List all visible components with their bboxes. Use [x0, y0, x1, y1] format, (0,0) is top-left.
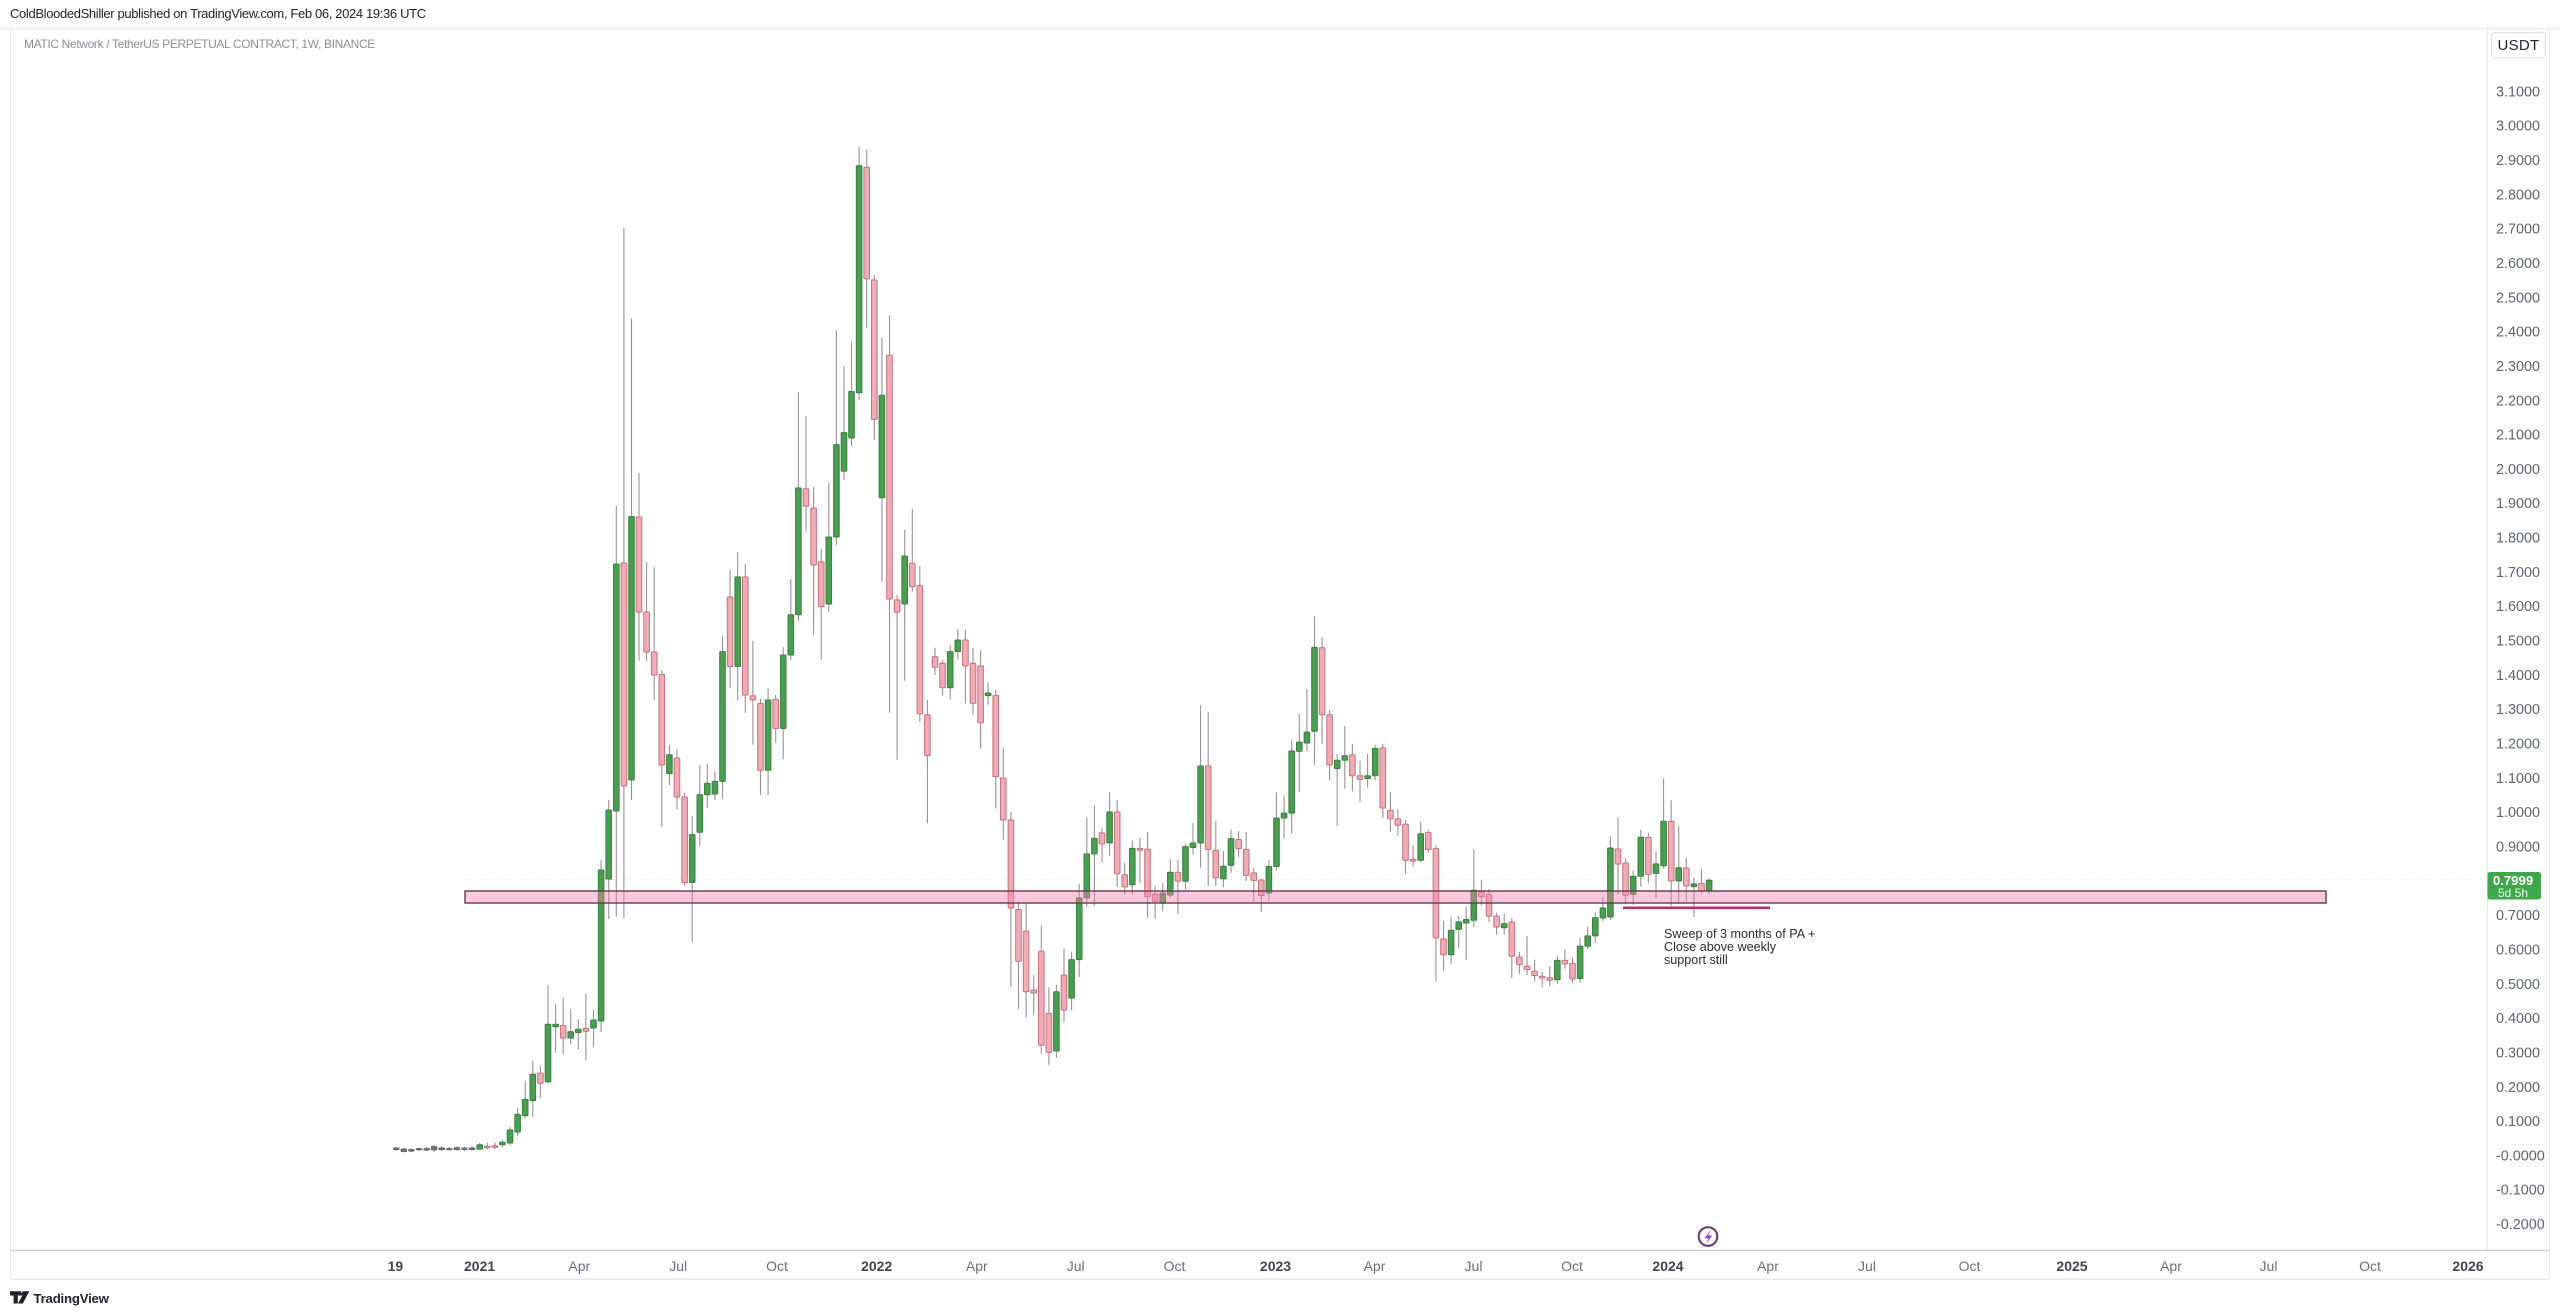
svg-text:1.5000: 1.5000 — [2496, 634, 2540, 650]
svg-text:2.6000: 2.6000 — [2496, 256, 2540, 272]
svg-text:2.4000: 2.4000 — [2496, 325, 2540, 341]
svg-text:2.1000: 2.1000 — [2496, 428, 2540, 444]
svg-text:2025: 2025 — [2056, 1258, 2087, 1274]
svg-text:3.0000: 3.0000 — [2496, 119, 2540, 135]
svg-text:19: 19 — [388, 1258, 404, 1274]
svg-text:2021: 2021 — [464, 1258, 495, 1274]
svg-text:Jul: Jul — [669, 1258, 687, 1274]
svg-text:2.3000: 2.3000 — [2496, 359, 2540, 375]
svg-text:2.7000: 2.7000 — [2496, 222, 2540, 238]
svg-text:1.0000: 1.0000 — [2496, 805, 2540, 821]
svg-text:2022: 2022 — [861, 1258, 892, 1274]
svg-text:1.8000: 1.8000 — [2496, 531, 2540, 547]
svg-text:0.5000: 0.5000 — [2496, 977, 2540, 993]
svg-text:0.2000: 0.2000 — [2496, 1080, 2540, 1096]
svg-text:Oct: Oct — [1561, 1258, 1583, 1274]
svg-text:2.8000: 2.8000 — [2496, 187, 2540, 203]
svg-text:Jul: Jul — [1465, 1258, 1483, 1274]
svg-text:Apr: Apr — [966, 1258, 988, 1274]
svg-text:Jul: Jul — [2260, 1258, 2278, 1274]
svg-text:2023: 2023 — [1260, 1258, 1291, 1274]
svg-text:2024: 2024 — [1652, 1258, 1683, 1274]
svg-text:-0.2000: -0.2000 — [2496, 1217, 2545, 1233]
svg-text:-0.0000: -0.0000 — [2496, 1148, 2545, 1164]
svg-text:0.1000: 0.1000 — [2496, 1114, 2540, 1130]
svg-text:Oct: Oct — [1959, 1258, 1981, 1274]
svg-text:Jul: Jul — [1067, 1258, 1085, 1274]
svg-text:5d 5h: 5d 5h — [2498, 886, 2528, 900]
svg-text:USDT: USDT — [2497, 37, 2539, 54]
svg-text:1.3000: 1.3000 — [2496, 702, 2540, 718]
svg-text:Apr: Apr — [568, 1258, 590, 1274]
svg-text:1.9000: 1.9000 — [2496, 496, 2540, 512]
svg-text:1.1000: 1.1000 — [2496, 771, 2540, 787]
svg-text:0.7000: 0.7000 — [2496, 908, 2540, 924]
svg-text:0.7999: 0.7999 — [2493, 873, 2533, 888]
svg-text:2.0000: 2.0000 — [2496, 462, 2540, 478]
svg-text:Apr: Apr — [2160, 1258, 2182, 1274]
svg-text:0.6000: 0.6000 — [2496, 943, 2540, 959]
svg-text:1.7000: 1.7000 — [2496, 565, 2540, 581]
svg-text:Jul: Jul — [1858, 1258, 1876, 1274]
svg-text:2.9000: 2.9000 — [2496, 153, 2540, 169]
svg-text:Oct: Oct — [766, 1258, 788, 1274]
svg-text:-0.1000: -0.1000 — [2496, 1183, 2545, 1199]
svg-text:0.9000: 0.9000 — [2496, 840, 2540, 856]
svg-text:2.2000: 2.2000 — [2496, 393, 2540, 409]
svg-text:1.2000: 1.2000 — [2496, 737, 2540, 753]
svg-text:0.4000: 0.4000 — [2496, 1011, 2540, 1027]
svg-text:3.1000: 3.1000 — [2496, 84, 2540, 100]
svg-text:Oct: Oct — [1164, 1258, 1186, 1274]
svg-text:2026: 2026 — [2452, 1258, 2483, 1274]
svg-text:Oct: Oct — [2359, 1258, 2381, 1274]
svg-text:Apr: Apr — [1364, 1258, 1386, 1274]
svg-text:1.4000: 1.4000 — [2496, 668, 2540, 684]
svg-text:Apr: Apr — [1757, 1258, 1779, 1274]
svg-text:1.6000: 1.6000 — [2496, 599, 2540, 615]
svg-text:0.3000: 0.3000 — [2496, 1045, 2540, 1061]
svg-text:TradingView: TradingView — [34, 1291, 110, 1306]
svg-text:2.5000: 2.5000 — [2496, 290, 2540, 306]
